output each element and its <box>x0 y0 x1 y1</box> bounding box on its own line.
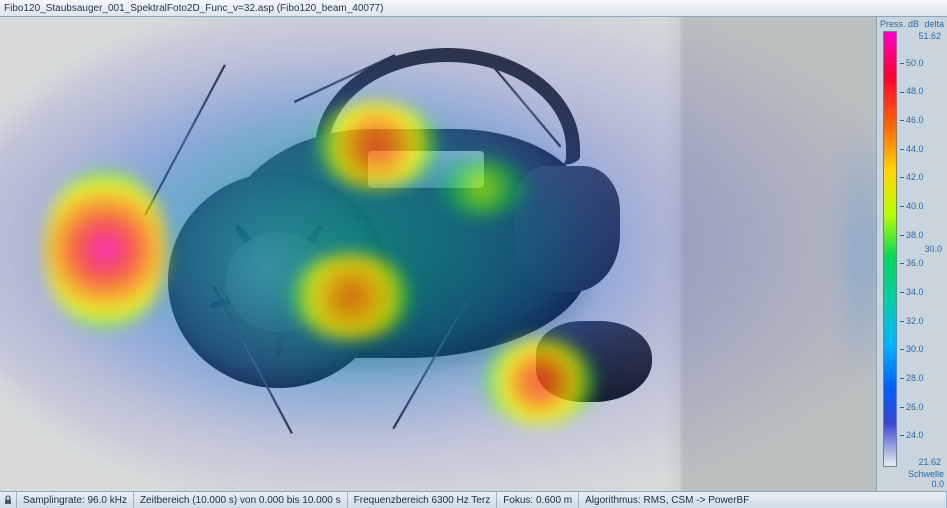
scale-tick: 32.0 <box>900 316 924 326</box>
scale-max: 51.62 <box>918 31 941 41</box>
title-bar[interactable]: Fibo120_Staubsauger_001_SpektralFoto2D_F… <box>0 0 947 17</box>
scale-ticks: 51.62 21.62 30.0 50.0 48.0 46.0 44.0 42.0 40.… <box>900 31 944 467</box>
scale-tick: 34.0 <box>900 287 924 297</box>
scale-min: 21.62 <box>918 457 941 467</box>
main-area: Press. dB delta 51.62 21.62 30.0 50.0 48.… <box>0 17 947 491</box>
scale-bar[interactable] <box>883 31 897 467</box>
scale-tick: 26.0 <box>900 402 924 412</box>
scale-tick: 44.0 <box>900 144 924 154</box>
scale-threshold-value: 0.0 <box>880 479 944 489</box>
status-frequenz: Frequenzbereich 6300 Hz Terz <box>348 492 498 508</box>
scale-footer: Schwelle 0.0 <box>877 469 947 491</box>
heat-hotspot <box>482 339 596 424</box>
scale-header: Press. dB delta <box>877 17 947 29</box>
scale-tick: 46.0 <box>900 115 924 125</box>
lock-button[interactable] <box>0 492 17 508</box>
heat-hotspot <box>44 169 167 330</box>
scale-threshold-label: Schwelle <box>880 469 944 479</box>
scale-gradient <box>884 32 896 466</box>
scale-body: 51.62 21.62 30.0 50.0 48.0 46.0 44.0 42.0 40.… <box>877 29 947 469</box>
color-scale[interactable]: Press. dB delta 51.62 21.62 30.0 50.0 48.… <box>876 17 947 491</box>
heat-edge-right <box>841 112 876 396</box>
status-sampling: Samplingrate: 96.0 kHz <box>17 492 134 508</box>
scale-tick: 24.0 <box>900 430 924 440</box>
scale-tick: 36.0 <box>900 258 924 268</box>
lock-icon <box>3 495 13 505</box>
status-zeitbereich: Zeitbereich (10.000 s) von 0.000 bis 10.… <box>134 492 348 508</box>
scale-tick: 50.0 <box>900 58 924 68</box>
scale-tick: 38.0 <box>900 230 924 240</box>
heatmap-overlay <box>0 17 876 491</box>
window-title: Fibo120_Staubsauger_001_SpektralFoto2D_F… <box>4 3 383 14</box>
scale-tick: 40.0 <box>900 201 924 211</box>
heat-hotspot <box>289 254 412 339</box>
scale-tick: 48.0 <box>900 86 924 96</box>
status-bar: Samplingrate: 96.0 kHz Zeitbereich (10.0… <box>0 491 947 508</box>
heat-hotspot <box>438 159 526 216</box>
app-window: Fibo120_Staubsauger_001_SpektralFoto2D_F… <box>0 0 947 508</box>
status-algorithmus: Algorithmus: RMS, CSM -> PowerBF <box>579 492 947 508</box>
scale-tick: 42.0 <box>900 172 924 182</box>
acoustic-view[interactable] <box>0 17 876 491</box>
scale-tick: 28.0 <box>900 373 924 383</box>
scale-tick: 30.0 <box>900 344 924 354</box>
scale-delta-label: delta <box>924 19 944 29</box>
status-fokus: Fokus: 0.600 m <box>497 492 579 508</box>
scale-unit-label: Press. dB <box>880 19 919 29</box>
scale-delta-value: 30.0 <box>924 244 942 254</box>
heat-hotspot <box>315 102 438 187</box>
